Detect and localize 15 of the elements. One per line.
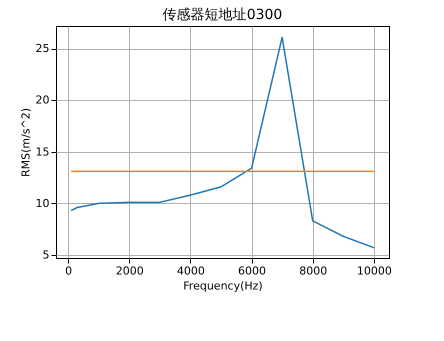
line-series bbox=[70, 36, 375, 248]
x-tick-label: 0 bbox=[65, 264, 72, 278]
y-tick-label: 10 bbox=[36, 196, 50, 210]
x-tick-label: 4000 bbox=[176, 264, 205, 278]
y-tick-label: 15 bbox=[36, 145, 50, 158]
y-axis-title: RMS(m/s^2) bbox=[20, 108, 33, 178]
y-tick-label: 25 bbox=[36, 42, 50, 56]
x-tick-label: 2000 bbox=[116, 264, 144, 278]
x-tick-label: 10000 bbox=[356, 264, 392, 278]
y-tick-label: 20 bbox=[36, 94, 50, 107]
x-axis-title: Frequency(Hz) bbox=[183, 280, 263, 292]
x-tick-label: 6000 bbox=[238, 264, 266, 278]
y-tick-label: 5 bbox=[42, 248, 50, 262]
x-tick-label: 8000 bbox=[299, 264, 328, 278]
chart-title: 传感器短地址0300 bbox=[162, 7, 282, 23]
